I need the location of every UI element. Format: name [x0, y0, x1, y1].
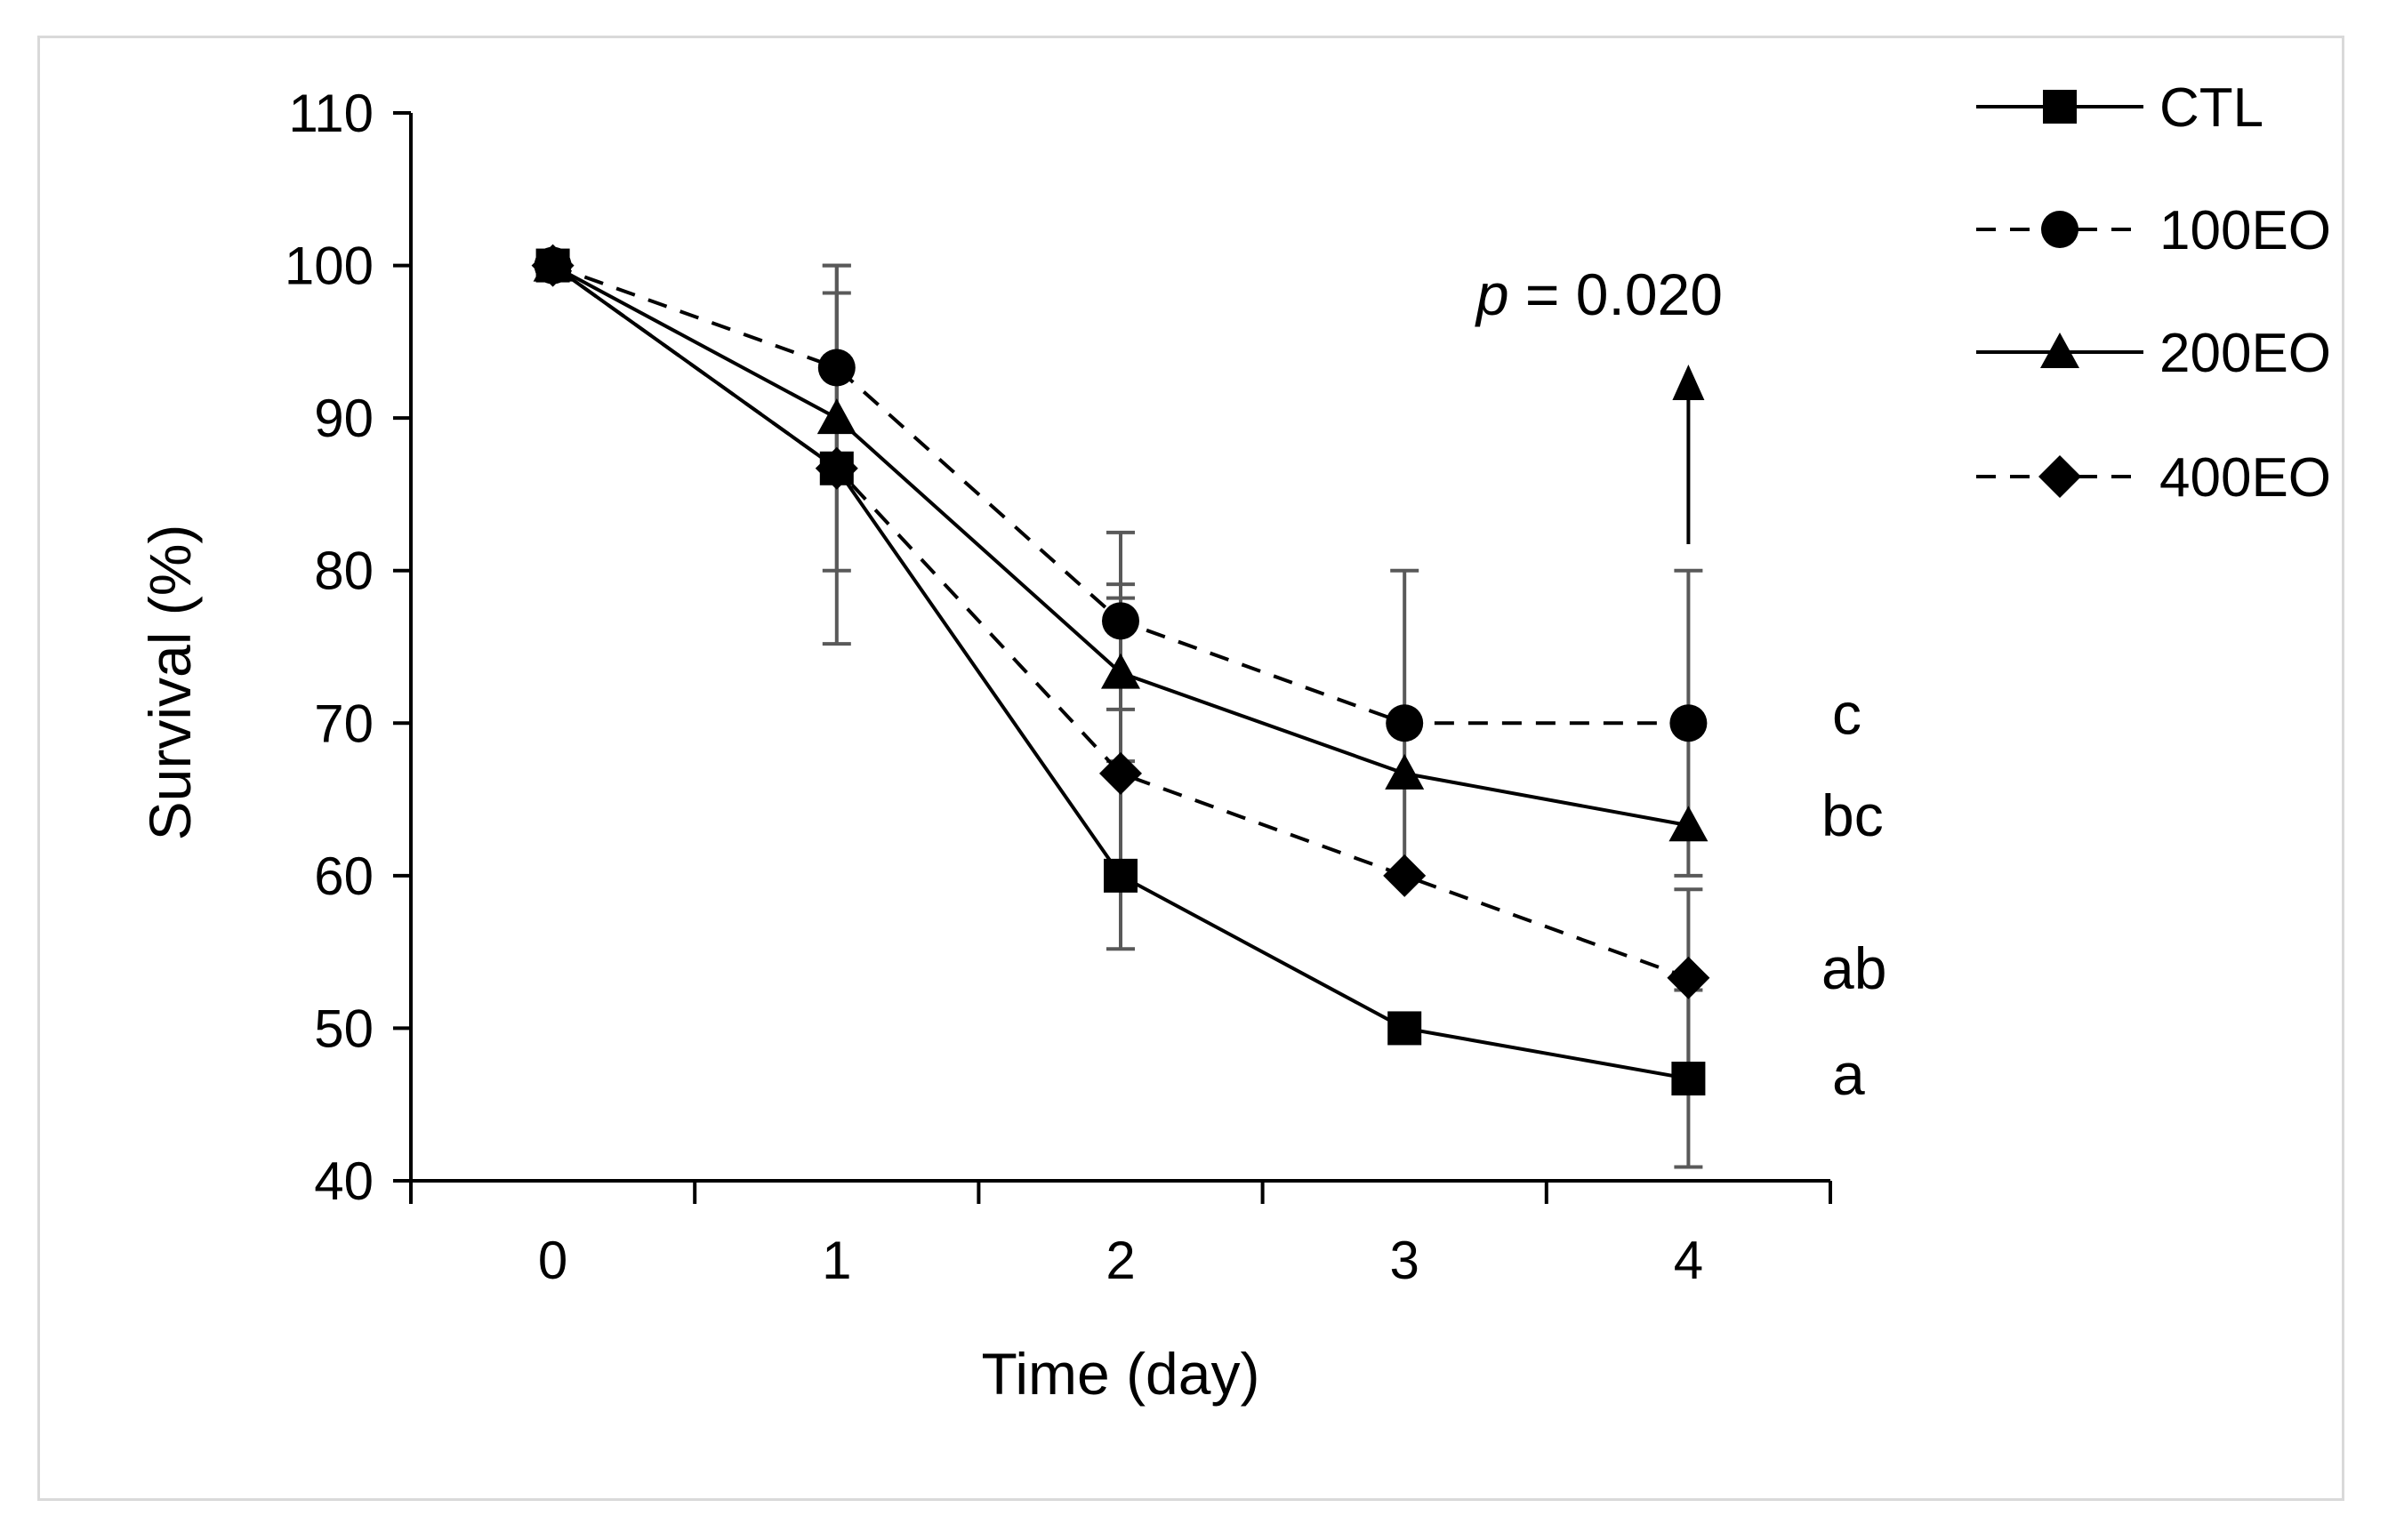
legend-label-400EO: 400EO: [2159, 447, 2331, 509]
p-symbol: p: [1475, 261, 1509, 327]
legend-marker-200EO: [2040, 333, 2079, 368]
significance-label-400EO: ab: [1821, 935, 1886, 1001]
significance-label-100EO: c: [1832, 680, 1861, 746]
legend-marker-100EO: [2041, 211, 2078, 248]
axes: [393, 111, 1832, 1204]
significance-label-CTL: a: [1832, 1041, 1865, 1107]
marker-200EO: [1385, 753, 1425, 790]
significance-labels: c bc ab a: [1821, 680, 1886, 1107]
chart-frame: [37, 36, 2344, 1501]
y-tick-label: 40: [314, 1151, 374, 1211]
legend-label-200EO: 200EO: [2159, 323, 2331, 384]
legend-label-CTL: CTL: [2159, 77, 2263, 139]
y-tick-label: 70: [314, 694, 374, 753]
y-tick-label: 60: [314, 846, 374, 906]
p-value-annotation: p = 0.020: [1475, 261, 1723, 327]
y-tick-labels: 40 50 60 70 80 90 100 110: [285, 84, 374, 1211]
y-axis-title: Survival (%): [137, 525, 203, 841]
marker-100EO: [1669, 704, 1708, 742]
x-tick-label: 4: [1674, 1231, 1703, 1290]
x-tick-label: 3: [1390, 1231, 1419, 1290]
marker-400EO: [1667, 956, 1710, 999]
x-axis-title: Time (day): [982, 1341, 1260, 1407]
marker-CTL: [1387, 1011, 1422, 1046]
marker-400EO: [1383, 854, 1427, 897]
legend-marker-CTL: [2043, 90, 2077, 124]
marker-400EO: [1099, 751, 1142, 795]
marker-200EO: [1668, 806, 1709, 842]
x-tick-labels: 0 1 2 3 4: [538, 1231, 1703, 1290]
p-value-arrow-head: [1672, 365, 1705, 400]
x-tick-label: 0: [538, 1231, 567, 1290]
x-tick-label: 2: [1106, 1231, 1135, 1290]
marker-200EO: [1101, 653, 1140, 689]
p-value: = 0.020: [1525, 261, 1723, 327]
line-400EO: [551, 263, 1690, 980]
series-markers: [531, 244, 1710, 1096]
marker-400EO: [815, 446, 858, 490]
marker-CTL: [1671, 1062, 1706, 1096]
significance-label-200EO: bc: [1821, 782, 1884, 848]
y-tick-label: 80: [314, 541, 374, 601]
x-tick-label: 1: [822, 1231, 851, 1290]
marker-400EO: [531, 244, 575, 287]
y-tick-label: 110: [288, 84, 374, 143]
y-tick-label: 90: [314, 389, 374, 448]
marker-100EO: [1102, 602, 1139, 640]
legend: CTL 100EO 200EO 400EO: [1976, 77, 2331, 509]
marker-100EO: [1386, 704, 1424, 742]
error-bars: [822, 263, 1703, 1169]
y-tick-label: 50: [314, 999, 374, 1058]
legend-label-100EO: 100EO: [2159, 200, 2331, 261]
marker-CTL: [1104, 858, 1138, 893]
legend-marker-400EO: [2038, 455, 2081, 498]
marker-100EO: [817, 349, 856, 387]
y-tick-label: 100: [285, 237, 374, 296]
marker-200EO: [816, 398, 856, 435]
